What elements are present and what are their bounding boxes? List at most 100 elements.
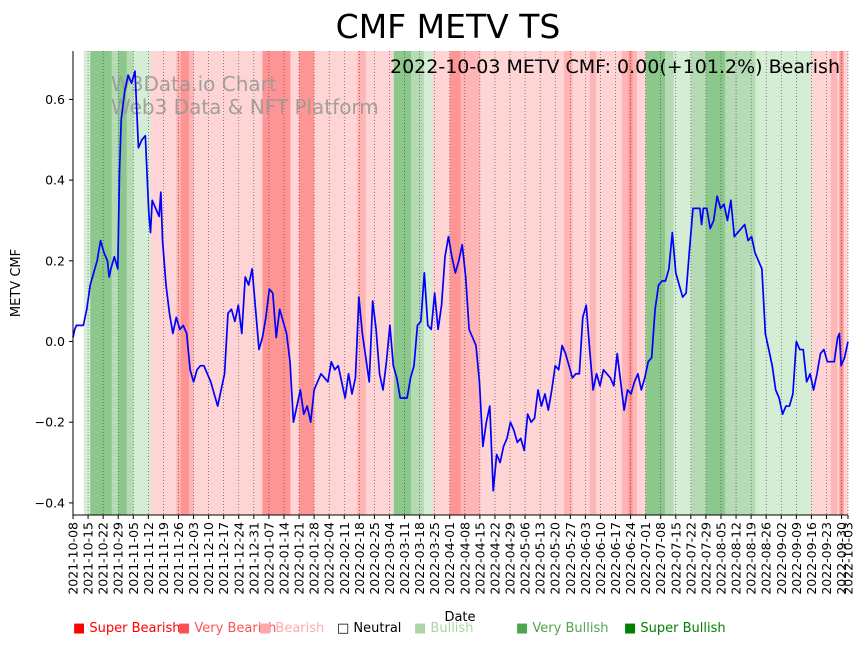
x-tick-label: 2022-08-26	[759, 522, 774, 595]
x-tick-label: 2021-11-19	[156, 522, 171, 595]
legend-label: Very Bullish	[532, 621, 609, 636]
band-bearish	[637, 51, 646, 515]
legend-item-bullish: ■ Bullish	[414, 621, 473, 636]
x-tick-label: 2021-11-26	[171, 522, 186, 595]
x-tick-label: 2022-05-06	[518, 522, 533, 595]
x-tick-label: 2022-03-25	[427, 522, 442, 595]
band-bearish	[596, 51, 622, 515]
y-ticks: −0.4 −0.2 0.0 0.2 0.4 0.6	[35, 92, 73, 510]
y-tick-label: −0.2	[35, 415, 65, 430]
band-bearish	[314, 51, 328, 515]
legend-item-super-bearish: ■ Super Bearish	[73, 621, 181, 636]
x-tick-label: 2022-09-23	[819, 522, 834, 595]
band-bearish	[479, 51, 564, 515]
band-very-bearish	[460, 51, 480, 515]
legend-item-neutral: □ Neutral	[337, 621, 401, 636]
y-tick-label: 0.4	[45, 173, 65, 188]
band-bullish	[423, 51, 433, 515]
x-tick-label: 2022-06-17	[608, 522, 623, 595]
y-tick-label: −0.4	[35, 495, 65, 510]
band-super-bullish	[393, 51, 411, 515]
x-tick-label: 2022-07-29	[698, 522, 713, 595]
band-bearish	[193, 51, 263, 515]
x-tick-label: 2022-09-16	[804, 522, 819, 595]
band-bearish	[837, 51, 840, 515]
legend-label: Super Bearish	[89, 621, 181, 636]
legend-swatch: ■	[624, 621, 641, 636]
band-very-bullish	[665, 51, 674, 515]
y-axis-label: METV CMF	[9, 249, 24, 317]
band-very-bullish	[731, 51, 756, 515]
legend-label: Super Bullish	[640, 621, 726, 636]
x-tick-label: 2022-03-11	[397, 522, 412, 595]
x-tick-label: 2021-12-17	[216, 522, 231, 595]
x-tick-label: 2022-07-01	[638, 522, 653, 595]
x-tick-label: 2021-10-08	[66, 522, 81, 595]
x-tick-label: 2022-04-01	[442, 522, 457, 595]
band-super-bullish	[90, 51, 112, 515]
x-tick-label: 2022-08-19	[744, 522, 759, 595]
band-super-bullish	[118, 51, 127, 515]
band-bullish	[139, 51, 151, 515]
band-very-bearish	[632, 51, 638, 515]
x-tick-label: 2022-09-30	[834, 522, 849, 595]
band-bearish	[572, 51, 590, 515]
legend-label: Bullish	[430, 621, 474, 636]
band-very-bearish	[589, 51, 597, 515]
band-bearish	[327, 51, 358, 515]
x-tick-label: 2022-09-09	[789, 522, 804, 595]
legend-item-super-bullish: ■ Super Bullish	[624, 621, 726, 636]
legend-item-very-bullish: ■ Very Bullish	[516, 621, 608, 636]
x-tick-label: 2022-06-10	[593, 522, 608, 595]
x-tick-label: 2021-12-24	[231, 522, 246, 595]
legend-swatch: □	[337, 621, 354, 636]
band-bullish	[83, 51, 91, 515]
x-tick-label: 2022-04-22	[487, 522, 502, 595]
legend-label: Bearish	[275, 621, 325, 636]
band-super-bearish	[449, 51, 461, 515]
legend-swatch: ■	[178, 621, 195, 636]
band-bullish	[794, 51, 812, 515]
band-very-bearish	[563, 51, 573, 515]
x-tick-label: 2021-11-12	[141, 522, 156, 595]
band-bearish	[432, 51, 450, 515]
band-super-bearish	[299, 51, 315, 515]
x-tick-label: 2021-12-03	[186, 522, 201, 595]
vertical-grid	[72, 51, 849, 515]
chart-annotation: 2022-10-03 METV CMF: 0.00(+101.2%) Beari…	[390, 56, 840, 78]
x-tick-label: 2022-06-03	[578, 522, 593, 595]
x-tick-label: 2022-03-18	[412, 522, 427, 595]
x-ticks: 2021-10-08 2021-10-15 2021-10-22 2021-10-29…	[66, 515, 856, 595]
band-bullish	[761, 51, 795, 515]
chart-title: CMF METV TS	[336, 7, 561, 46]
x-tick-label: 2022-04-29	[503, 522, 518, 595]
x-tick-label: 2022-08-05	[713, 522, 728, 595]
y-tick-label: 0.0	[45, 334, 65, 349]
legend-label: Very Bearish	[194, 621, 277, 636]
x-tick-label: 2021-10-22	[96, 522, 111, 595]
x-tick-label: 2022-01-21	[292, 522, 307, 595]
x-tick-label: 2021-12-31	[246, 522, 261, 595]
band-very-bearish	[830, 51, 838, 515]
x-tick-label: 2022-04-08	[457, 522, 472, 595]
band-very-bullish	[111, 51, 119, 515]
band-very-bullish	[410, 51, 424, 515]
band-very-bearish	[357, 51, 366, 515]
x-tick-label: 2022-01-14	[276, 522, 291, 595]
x-tick-label: 2022-05-13	[533, 522, 548, 595]
x-tick-label: 2022-02-04	[322, 522, 337, 595]
band-super-bullish	[705, 51, 726, 515]
x-tick-label: 2022-03-04	[382, 522, 397, 595]
x-axis-label: Date	[444, 610, 475, 625]
x-tick-label: 2022-02-18	[352, 522, 367, 595]
x-tick-label: 2022-10-03	[841, 522, 856, 595]
band-layer	[83, 51, 848, 515]
band-super-bearish	[180, 51, 190, 515]
x-tick-label: 2021-10-29	[111, 522, 126, 595]
x-tick-label: 2022-04-15	[472, 522, 487, 595]
x-tick-label: 2022-05-27	[563, 522, 578, 595]
x-tick-label: 2021-11-05	[126, 522, 141, 595]
legend-swatch: ■	[259, 621, 276, 636]
axes	[72, 51, 848, 516]
